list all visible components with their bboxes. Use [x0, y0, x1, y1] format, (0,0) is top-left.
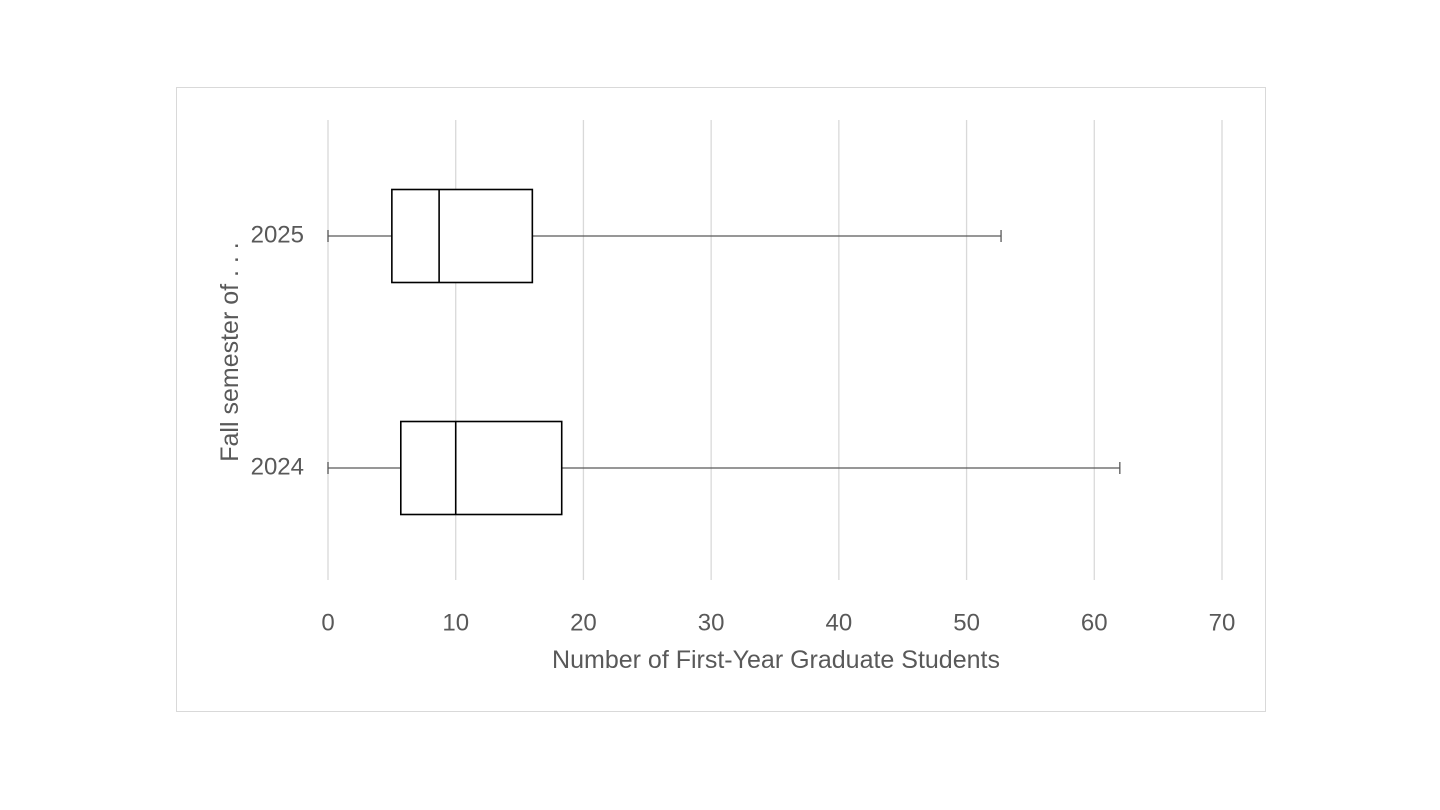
y-tick-label: 2024 [251, 453, 304, 480]
box-iqr [399, 420, 563, 516]
box-plot-2025 [327, 188, 1002, 284]
x-tick-label: 70 [1209, 609, 1236, 636]
x-tick-label: 0 [321, 609, 334, 636]
box-plots [327, 188, 1121, 516]
box-plot-2024 [327, 420, 1121, 516]
y-tick-label: 2025 [251, 221, 304, 248]
x-tick-label: 30 [698, 609, 725, 636]
x-tick-label: 10 [442, 609, 469, 636]
x-tick-label: 40 [826, 609, 853, 636]
x-tick-label: 50 [953, 609, 980, 636]
tick-labels: 0 10 20 30 40 50 60 70 2025 2024 [251, 221, 1236, 636]
chart-frame [176, 87, 1266, 712]
y-axis-title: Fall semester of . . . [216, 242, 244, 462]
box-iqr [391, 188, 534, 284]
x-axis-title: Number of First-Year Graduate Students [552, 646, 1000, 674]
x-tick-label: 60 [1081, 609, 1108, 636]
x-tick-label: 20 [570, 609, 597, 636]
